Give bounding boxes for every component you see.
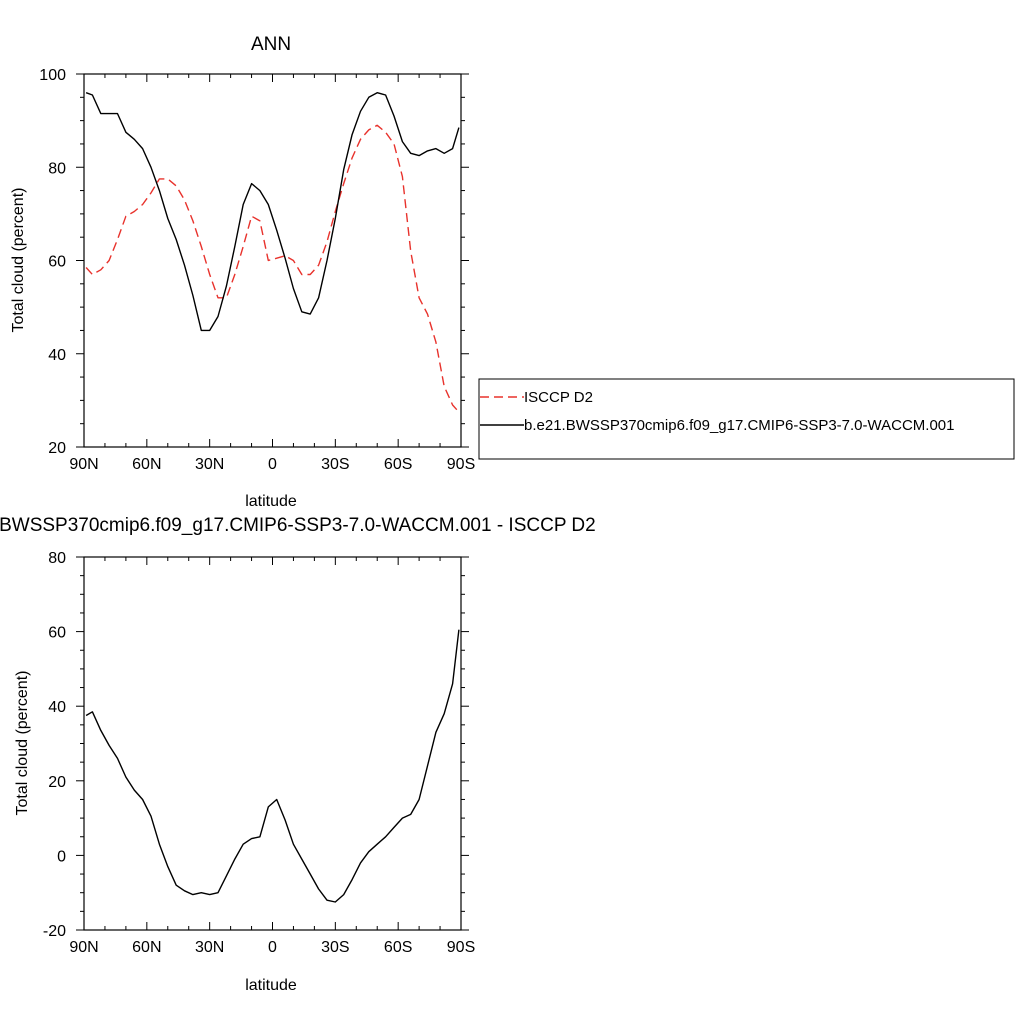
y-tick-label: 80 <box>48 550 66 567</box>
y-tick-label: 60 <box>48 625 66 642</box>
x-tick-label: 60S <box>384 939 412 956</box>
y-tick-label: -20 <box>43 923 66 940</box>
x-tick-label: 90N <box>69 456 98 473</box>
panel-annual-tick-marks <box>76 73 469 448</box>
x-tick-label: 30N <box>195 939 224 956</box>
series-line-obs <box>85 124 460 413</box>
x-tick-label: 30S <box>321 456 349 473</box>
panel-annual-series <box>85 91 460 413</box>
series-line-model <box>85 91 460 332</box>
x-tick-label: 60S <box>384 456 412 473</box>
x-tick-label: 30S <box>321 939 349 956</box>
panel-difference-series <box>85 629 460 903</box>
panel-annual-y-axis-label: Total cloud (percent) <box>10 188 27 333</box>
y-tick-label: 100 <box>39 67 66 84</box>
x-tick-label: 90S <box>447 939 475 956</box>
y-tick-label: 20 <box>48 440 66 457</box>
x-tick-label: 90S <box>447 456 475 473</box>
panel-annual-title: ANN <box>251 34 291 55</box>
panel-difference-title: b.e21.BWSSP370cmip6.f09_g17.CMIP6-SSP3-7… <box>0 515 596 536</box>
panel-difference-y-tick-labels: -20 0 20 40 60 80 <box>43 550 66 940</box>
panel-difference-x-tick-labels: 90N 60N 30N 0 30S 60S 90S <box>69 939 475 956</box>
legend-label-model: b.e21.BWSSP370cmip6.f09_g17.CMIP6-SSP3-7… <box>524 417 954 434</box>
panel-annual-x-axis-label: latitude <box>245 493 297 510</box>
x-tick-label: 0 <box>268 939 277 956</box>
x-tick-label: 30N <box>195 456 224 473</box>
panel-annual: ANN 90N 60N 30N 0 30S 60S 90S 20 40 60 80 100 lati… <box>10 34 475 510</box>
series-line-difference <box>85 629 460 903</box>
panel-annual-plot-frame <box>83 73 462 448</box>
legend-box <box>478 378 1015 460</box>
panel-difference: b.e21.BWSSP370cmip6.f09_g17.CMIP6-SSP3-7… <box>0 515 596 994</box>
x-tick-label: 90N <box>69 939 98 956</box>
panel-annual-y-tick-labels: 20 40 60 80 100 <box>39 67 66 457</box>
panel-difference-plot-frame <box>83 556 462 931</box>
y-tick-label: 80 <box>48 160 66 177</box>
legend: ISCCP D2 b.e21.BWSSP370cmip6.f09_g17.CMI… <box>478 378 1015 460</box>
y-tick-label: 40 <box>48 347 66 364</box>
y-tick-label: 40 <box>48 699 66 716</box>
panel-difference-tick-marks <box>76 556 469 931</box>
panel-difference-x-axis-label: latitude <box>245 977 297 994</box>
legend-label-obs: ISCCP D2 <box>524 389 593 406</box>
x-tick-label: 60N <box>132 456 161 473</box>
panel-difference-y-axis-label: Total cloud (percent) <box>14 671 31 816</box>
y-tick-label: 0 <box>57 848 66 865</box>
panel-annual-x-tick-labels: 90N 60N 30N 0 30S 60S 90S <box>69 456 475 473</box>
x-tick-label: 60N <box>132 939 161 956</box>
y-tick-label: 20 <box>48 774 66 791</box>
y-tick-label: 60 <box>48 254 66 271</box>
x-tick-label: 0 <box>268 456 277 473</box>
